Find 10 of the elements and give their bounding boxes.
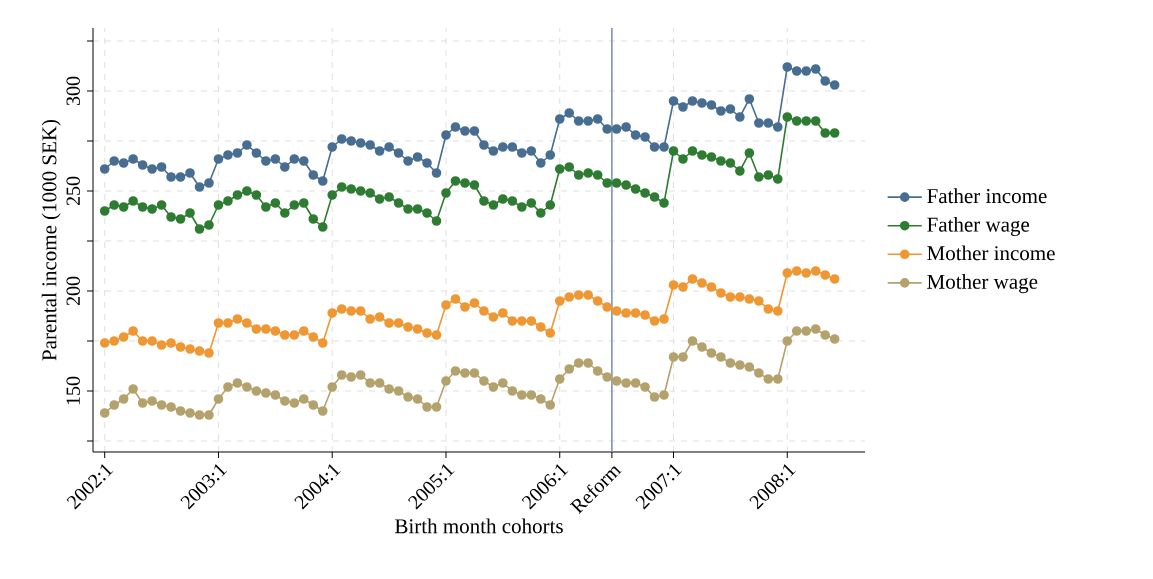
x-axis-title: Birth month cohorts [395,518,563,534]
legend-label: Mother wage [927,274,1038,294]
y-tick-label: 200 [66,276,80,306]
legend-label: Father income [927,188,1047,204]
legend-label: Father wage [927,216,1030,237]
y-tick-label: 250 [66,176,80,206]
legend-label: Mother income [927,245,1055,261]
y-tick-label: 150 [66,376,80,405]
y-tick-label: 300 [66,76,80,106]
y-axis-title: Parental income (1000 SEK) [41,119,61,361]
